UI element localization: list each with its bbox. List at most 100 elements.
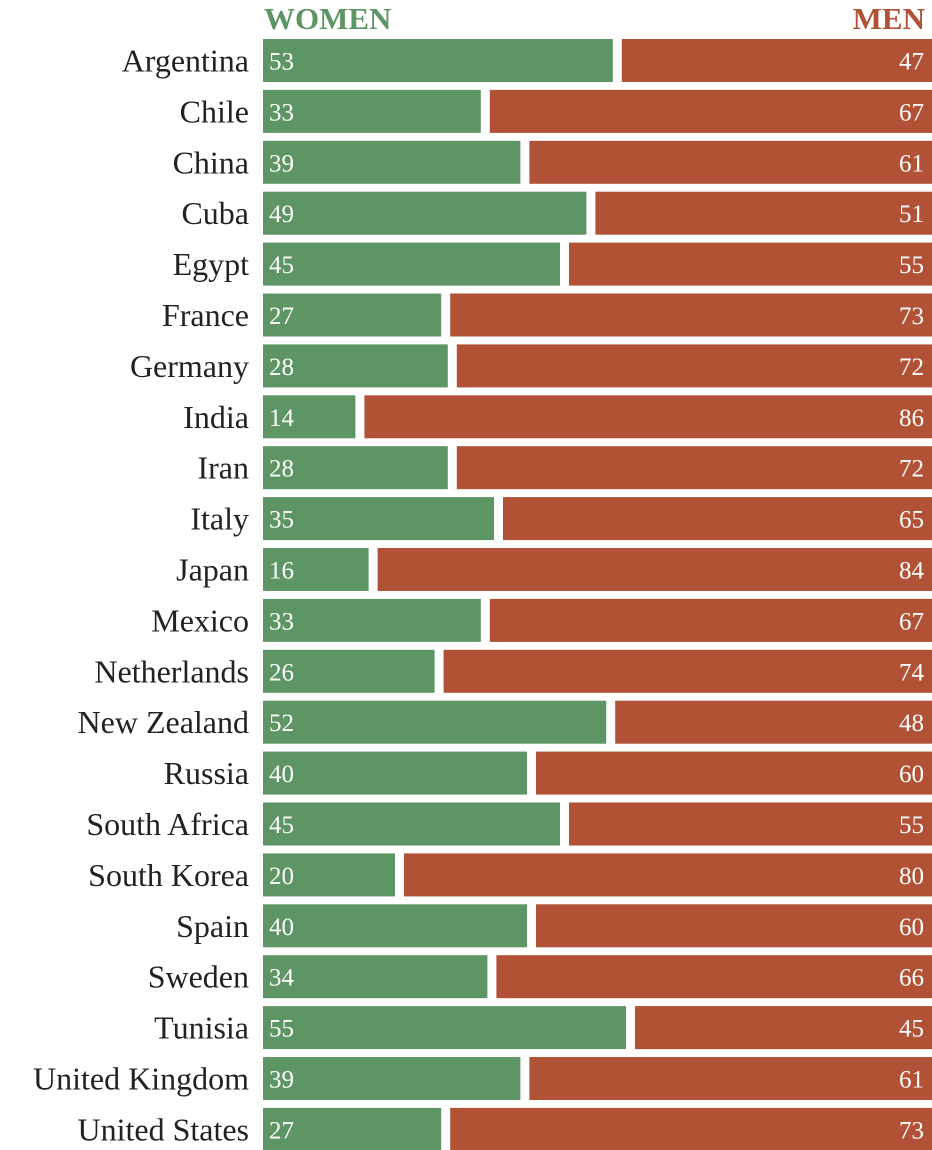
bar-row-russia: Russia 40 60 <box>164 751 932 795</box>
bar-women <box>263 548 369 591</box>
bar-men <box>536 904 932 948</box>
value-label-women: 28 <box>269 354 294 381</box>
value-label-women: 16 <box>269 558 294 585</box>
value-label-men: 66 <box>899 965 924 992</box>
value-label-women: 27 <box>269 1117 294 1144</box>
bar-row-spain: Spain 40 60 <box>176 904 932 948</box>
country-label: Tunisia <box>154 1010 249 1046</box>
country-label: Japan <box>176 552 249 588</box>
bar-row-iran: Iran 28 72 <box>197 446 932 490</box>
bar-men <box>450 293 932 337</box>
value-label-women: 28 <box>269 456 294 483</box>
bar-women <box>263 242 560 286</box>
bar-women <box>263 395 356 439</box>
country-label: China <box>173 144 249 180</box>
bar-row-japan: Japan 16 84 <box>176 548 932 591</box>
bar-women <box>263 1057 521 1100</box>
bar-women <box>263 904 527 948</box>
value-label-women: 26 <box>269 659 294 686</box>
bar-women <box>263 853 395 897</box>
bar-men <box>450 1107 932 1150</box>
value-label-men: 74 <box>899 659 925 686</box>
country-label: Sweden <box>148 959 249 995</box>
bar-row-united-kingdom: United Kingdom 39 61 <box>33 1057 932 1100</box>
bar-women <box>263 598 481 642</box>
bar-men <box>595 191 932 235</box>
value-label-women: 35 <box>269 507 294 534</box>
bars-group: Argentina 53 47 Chile 33 67 China 39 61 Cuba 49 51 E… <box>33 39 932 1150</box>
country-label: Russia <box>164 755 249 791</box>
bar-row-france: France 27 73 <box>162 293 932 337</box>
bar-women <box>263 1107 442 1150</box>
value-label-men: 65 <box>899 507 924 534</box>
value-label-women: 33 <box>269 608 294 635</box>
bar-row-sweden: Sweden 34 66 <box>148 955 932 999</box>
bar-row-mexico: Mexico 33 67 <box>151 598 932 642</box>
value-label-men: 48 <box>899 710 924 737</box>
bar-row-india: India 14 86 <box>183 395 932 439</box>
bar-women <box>263 89 481 133</box>
bar-men <box>621 39 932 82</box>
bar-women <box>263 649 435 693</box>
bar-men <box>536 751 932 795</box>
bar-row-tunisia: Tunisia 55 45 <box>154 1006 932 1050</box>
value-label-women: 52 <box>269 710 294 737</box>
value-label-women: 40 <box>269 761 294 788</box>
country-label: South Korea <box>88 857 249 893</box>
bar-women <box>263 1006 626 1050</box>
legend-men: MEN <box>853 1 925 36</box>
bar-row-south-africa: South Africa 45 55 <box>86 802 932 846</box>
bar-row-argentina: Argentina 53 47 <box>122 39 932 82</box>
value-label-women: 40 <box>269 914 294 941</box>
bar-women <box>263 39 613 82</box>
bar-men <box>443 649 932 693</box>
value-label-men: 72 <box>899 456 924 483</box>
country-label: United States <box>77 1111 249 1147</box>
country-label: Egypt <box>173 246 250 282</box>
value-label-men: 51 <box>899 201 924 228</box>
country-label: Mexico <box>151 602 249 638</box>
bar-men <box>404 853 932 897</box>
country-label: Iran <box>197 450 249 486</box>
value-label-men: 67 <box>899 608 924 635</box>
bar-row-netherlands: Netherlands 26 74 <box>94 649 932 693</box>
value-label-men: 61 <box>899 150 924 177</box>
bar-men <box>456 344 932 388</box>
bar-women <box>263 751 527 795</box>
bar-men <box>529 1057 932 1100</box>
value-label-men: 80 <box>899 863 924 890</box>
value-label-women: 14 <box>269 405 295 432</box>
value-label-men: 61 <box>899 1067 924 1094</box>
value-label-men: 86 <box>899 405 924 432</box>
bar-women <box>263 955 488 999</box>
value-label-men: 73 <box>899 303 924 330</box>
value-label-women: 53 <box>269 49 294 76</box>
bar-men <box>615 700 932 744</box>
bar-row-united-states: United States 27 73 <box>77 1107 932 1150</box>
country-label: New Zealand <box>78 704 249 740</box>
country-label: India <box>183 399 249 435</box>
bar-men <box>496 955 932 999</box>
value-label-men: 55 <box>899 252 924 279</box>
value-label-men: 67 <box>899 99 924 126</box>
bar-men <box>489 598 932 642</box>
bar-row-chile: Chile 33 67 <box>180 89 932 133</box>
value-label-women: 45 <box>269 812 294 839</box>
bar-men <box>377 548 932 591</box>
value-label-women: 27 <box>269 303 294 330</box>
value-label-women: 20 <box>269 863 294 890</box>
bar-women <box>263 700 607 744</box>
country-label: Netherlands <box>94 653 249 689</box>
bar-men <box>503 497 932 541</box>
value-label-men: 73 <box>899 1117 924 1144</box>
bar-row-italy: Italy 35 65 <box>190 497 932 541</box>
legend-women: WOMEN <box>264 1 391 36</box>
bar-row-germany: Germany 28 72 <box>130 344 932 388</box>
value-label-women: 33 <box>269 99 294 126</box>
value-label-men: 47 <box>899 49 924 76</box>
bar-row-china: China 39 61 <box>173 140 932 184</box>
country-label: Cuba <box>181 195 249 231</box>
bar-women <box>263 293 442 337</box>
bar-row-south-korea: South Korea 20 80 <box>88 853 932 897</box>
